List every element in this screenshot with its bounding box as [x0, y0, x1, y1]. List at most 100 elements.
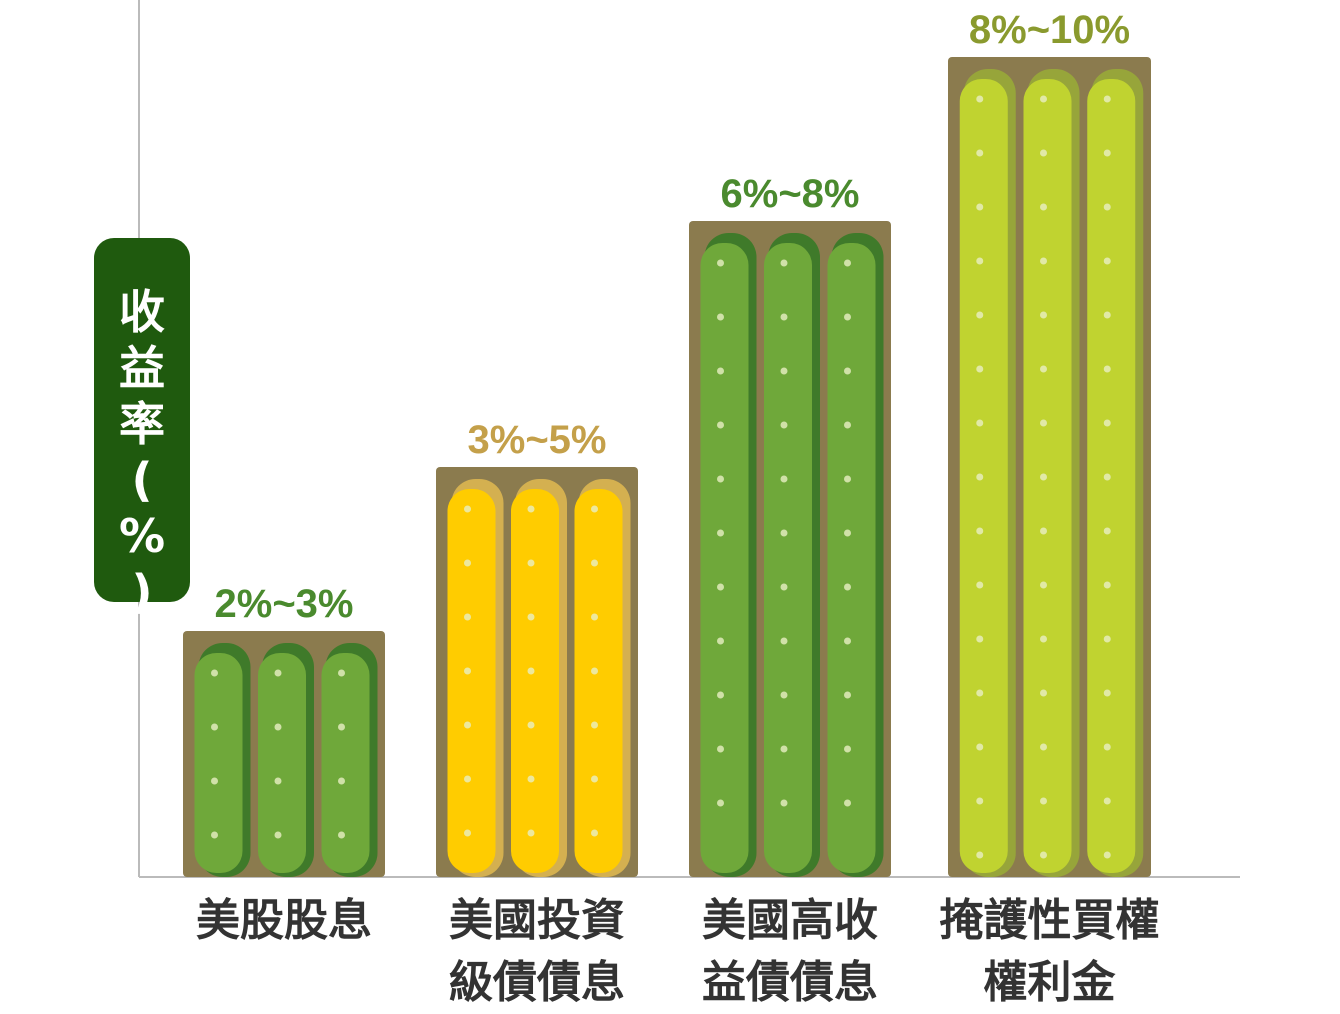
leaf-dot	[976, 311, 984, 319]
leaf-dot	[780, 259, 788, 267]
leaf-dot	[1040, 527, 1047, 535]
plant-row	[827, 243, 876, 873]
leaf-dot	[717, 475, 724, 483]
leaf-dot	[527, 775, 535, 783]
bar-4	[948, 57, 1151, 877]
leaf-dot	[591, 829, 598, 837]
leaf-dot	[1103, 635, 1111, 643]
leaf-dot	[717, 799, 724, 807]
leaf-dot	[211, 669, 218, 677]
leaf-dot	[591, 775, 598, 783]
leaf-dot	[1103, 527, 1111, 535]
leaf-dot	[717, 745, 724, 753]
leaf-dot	[976, 473, 984, 481]
leaf-dot	[717, 259, 724, 267]
leaf-dot	[527, 667, 535, 675]
leaf-dot	[780, 583, 788, 591]
leaf-dot	[274, 669, 282, 677]
leaf-dot	[1040, 851, 1047, 859]
leaf-dot	[1103, 203, 1111, 211]
leaf-dot	[1103, 473, 1111, 481]
plant-row	[321, 653, 370, 873]
leaf-dot	[780, 799, 788, 807]
leaf-dot	[844, 637, 851, 645]
leaf-dot	[1040, 95, 1047, 103]
leaf-dot	[1040, 689, 1047, 697]
leaf-dot	[1103, 257, 1111, 265]
leaf-dot	[1040, 419, 1047, 427]
leaf-dot	[1040, 473, 1047, 481]
leaf-dot	[844, 313, 851, 321]
leaf-dot	[1040, 257, 1047, 265]
plant-row	[764, 243, 812, 873]
leaf-dot	[338, 777, 345, 785]
leaf-dot	[274, 831, 282, 839]
leaf-dot	[844, 745, 851, 753]
leaf-dot	[717, 583, 724, 591]
leaf-dot	[1103, 797, 1111, 805]
plant-row	[574, 489, 623, 873]
leaf-dot	[780, 745, 788, 753]
plant-row	[447, 489, 496, 873]
plant-row	[258, 653, 306, 873]
leaf-dot	[591, 613, 598, 621]
leaf-dot	[211, 723, 218, 731]
plant-row	[1087, 79, 1136, 873]
leaf-dot	[527, 829, 535, 837]
x-tick-label-4: 掩護性買權 權利金	[939, 895, 1160, 1008]
leaf-dot	[780, 691, 788, 699]
leaf-dot	[780, 475, 788, 483]
x-tick-label-2: 美國投資 級債債息	[449, 895, 625, 1008]
leaf-dot	[976, 203, 984, 211]
leaf-dot	[211, 831, 218, 839]
leaf-dot	[976, 581, 984, 589]
leaf-dot	[1103, 311, 1111, 319]
data-label-4: 8%~10%	[969, 8, 1130, 52]
leaf-dot	[338, 669, 345, 677]
leaf-dot	[780, 367, 788, 375]
leaf-dot	[976, 851, 984, 859]
leaf-dot	[717, 529, 724, 537]
leaf-dot	[976, 527, 984, 535]
plant-row	[194, 653, 243, 873]
leaf-dot	[717, 367, 724, 375]
bar-2	[436, 467, 638, 877]
x-tick-label-1: 美股股息	[196, 895, 372, 946]
leaf-dot	[591, 559, 598, 567]
leaf-dot	[591, 505, 598, 513]
bar-1	[183, 631, 385, 877]
data-label-2: 3%~5%	[468, 418, 607, 462]
leaf-dot	[780, 313, 788, 321]
leaf-dot	[1040, 365, 1047, 373]
leaf-dot	[976, 743, 984, 751]
leaf-dot	[844, 583, 851, 591]
leaf-dot	[844, 421, 851, 429]
leaf-dot	[1103, 743, 1111, 751]
leaf-dot	[464, 613, 471, 621]
data-label-1: 2%~3%	[215, 582, 354, 626]
leaf-dot	[717, 421, 724, 429]
plant-row	[959, 79, 1008, 873]
leaf-dot	[527, 559, 535, 567]
leaf-dot	[844, 259, 851, 267]
leaf-dot	[717, 313, 724, 321]
leaf-dot	[1040, 743, 1047, 751]
leaf-dot	[464, 829, 471, 837]
leaf-dot	[1103, 149, 1111, 157]
leaf-dot	[717, 691, 724, 699]
leaf-dot	[464, 721, 471, 729]
leaf-dot	[464, 505, 471, 513]
leaf-dot	[1103, 365, 1111, 373]
leaf-dot	[1103, 581, 1111, 589]
x-tick-label-3: 美國高收 益債債息	[702, 895, 878, 1008]
leaf-dot	[527, 505, 535, 513]
leaf-dot	[1103, 419, 1111, 427]
leaf-dot	[1103, 95, 1111, 103]
leaf-dot	[780, 637, 788, 645]
leaf-dot	[591, 721, 598, 729]
data-label-3: 6%~8%	[721, 172, 860, 216]
leaf-dot	[844, 691, 851, 699]
leaf-dot	[211, 777, 218, 785]
leaf-dot	[844, 367, 851, 375]
